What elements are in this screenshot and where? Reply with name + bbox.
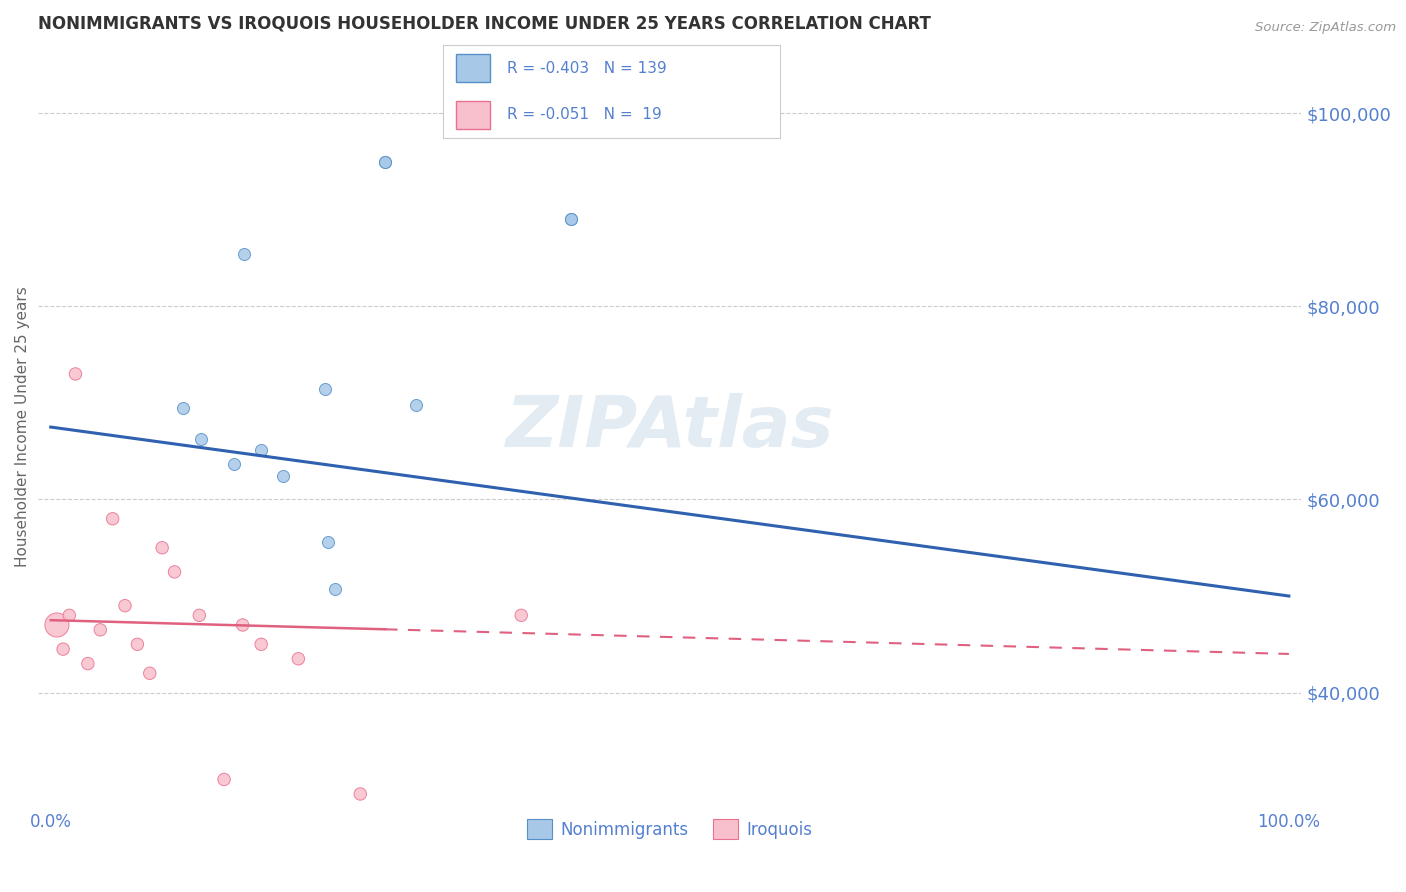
Point (89, 623, 111, 637)
Point (510, 608, 533, 623)
Point (405, 398, 427, 412)
Point (271, 469, 294, 483)
Text: R = -0.051   N =  19: R = -0.051 N = 19 (508, 107, 662, 122)
Point (212, 772, 235, 787)
Text: ZIPAtlas: ZIPAtlas (506, 392, 834, 461)
Point (58, 608, 80, 623)
Point (287, 652, 309, 666)
Point (139, 666, 162, 681)
Point (250, 443, 273, 458)
Point (188, 608, 211, 623)
Point (560, 212, 582, 227)
Point (314, 383, 336, 397)
Point (560, 212, 582, 227)
Point (45, 618, 67, 632)
Point (150, 541, 173, 555)
Point (250, 637, 273, 651)
Point (163, 565, 186, 579)
Point (316, 535, 339, 549)
Point (222, 457, 245, 471)
Point (52, 642, 75, 657)
Point (172, 401, 194, 416)
Y-axis label: Householder Income Under 25 years: Householder Income Under 25 years (15, 286, 30, 567)
Text: NONIMMIGRANTS VS IROQUOIS HOUSEHOLDER INCOME UNDER 25 YEARS CORRELATION CHART: NONIMMIGRANTS VS IROQUOIS HOUSEHOLDER IN… (38, 15, 931, 33)
FancyBboxPatch shape (457, 101, 491, 129)
Text: Source: ZipAtlas.com: Source: ZipAtlas.com (1256, 21, 1396, 34)
Point (65, 367, 87, 381)
Point (232, 247, 254, 261)
Point (374, 154, 396, 169)
Text: R = -0.403   N = 139: R = -0.403 N = 139 (508, 61, 666, 76)
Point (232, 618, 254, 632)
Point (114, 599, 136, 613)
Point (101, 512, 124, 526)
Point (76, 657, 98, 671)
Point (323, 582, 346, 596)
Point (374, 154, 396, 169)
Legend: Nonimmigrants, Iroquois: Nonimmigrants, Iroquois (520, 813, 820, 846)
FancyBboxPatch shape (457, 54, 491, 82)
Point (190, 432, 212, 446)
Point (127, 637, 149, 651)
Point (349, 787, 371, 801)
